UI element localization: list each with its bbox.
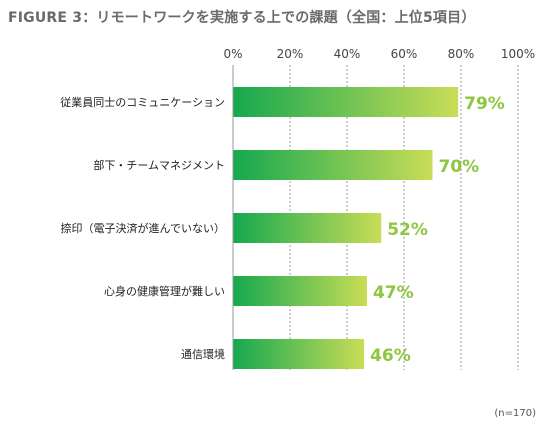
value-label: 52% — [387, 220, 428, 240]
category-labels: 従業員同士のコミュニケーション部下・チームマネジメント捺印（電子決済が進んでいな… — [60, 96, 225, 361]
x-tick-label: 60% — [391, 47, 418, 61]
chart-title: FIGURE 3：リモートワークを実施する上での課題（全国：上位5項目） — [8, 10, 476, 26]
x-axis-ticks: 0% 20% 40% 60% 80% 100% — [223, 47, 535, 61]
bar — [233, 276, 367, 306]
bar — [233, 150, 433, 180]
category-label: 捺印（電子決済が進んでいない） — [61, 221, 225, 235]
value-label: 46% — [370, 346, 411, 366]
x-tick-label: 80% — [448, 47, 475, 61]
x-tick-label: 20% — [277, 47, 304, 61]
category-label: 従業員同士のコミュニケーション — [60, 96, 225, 109]
x-tick-label: 0% — [223, 47, 242, 61]
category-label: 心身の健康管理が難しい — [104, 284, 225, 298]
sample-size-note: (n=170) — [494, 408, 536, 419]
category-label: 部下・チームマネジメント — [93, 158, 225, 172]
bar — [233, 213, 382, 243]
value-label: 79% — [464, 94, 505, 114]
value-labels: 79% 70% 52% 47% 46% — [370, 94, 505, 366]
x-tick-label: 40% — [334, 47, 361, 61]
x-tick-label: 100% — [501, 47, 535, 61]
bar — [233, 87, 459, 117]
category-label: 通信環境 — [181, 347, 225, 361]
bar — [233, 339, 365, 369]
value-label: 70% — [439, 157, 480, 177]
bars — [233, 87, 459, 369]
value-label: 47% — [373, 283, 414, 303]
